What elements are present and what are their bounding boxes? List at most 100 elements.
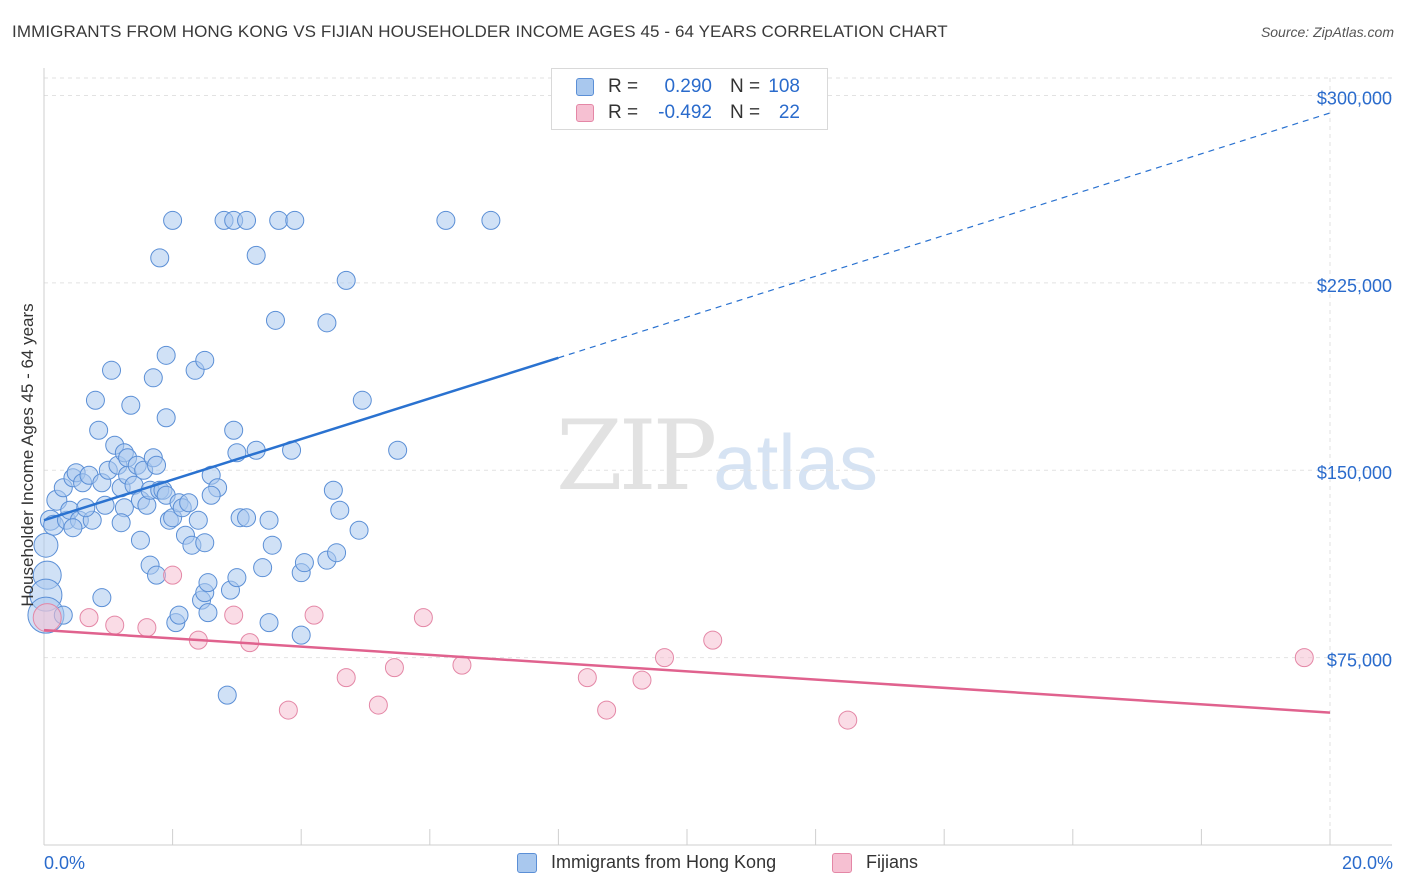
data-point-hong-kong: [130, 530, 150, 550]
data-point-fijians: [368, 695, 388, 715]
data-point-hong-kong: [150, 248, 170, 268]
data-point-hong-kong: [436, 210, 456, 230]
data-point-hong-kong: [253, 558, 273, 578]
watermark-zip: ZIP: [556, 400, 717, 512]
data-point-hong-kong: [388, 440, 408, 460]
data-point-hong-kong: [156, 408, 176, 428]
data-point-hong-kong: [169, 605, 189, 625]
data-point-fijians: [137, 618, 157, 638]
data-point-hong-kong: [217, 685, 237, 705]
data-point-hong-kong: [188, 510, 208, 530]
data-point-hong-kong: [92, 588, 112, 608]
data-point-fijians: [452, 655, 472, 675]
data-point-hong-kong: [265, 310, 285, 330]
data-point-hong-kong: [198, 573, 218, 593]
data-point-fijians: [336, 668, 356, 688]
data-point-hong-kong: [352, 390, 372, 410]
y-tick-label: $300,000: [1317, 88, 1392, 108]
stats-row-hong-kong: R = 0.290 N = 108: [576, 75, 800, 99]
trend-line-hong-kong-extension: [558, 112, 1331, 359]
y-tick-label: $150,000: [1317, 463, 1392, 483]
n-value: 108: [768, 76, 800, 97]
swatch-hong-kong: [576, 78, 594, 96]
data-point-hong-kong: [323, 480, 343, 500]
data-point-fijians: [79, 608, 99, 628]
data-point-hong-kong: [201, 485, 221, 505]
data-point-hong-kong: [147, 455, 167, 475]
data-point-hong-kong: [237, 508, 257, 528]
data-point-fijians: [838, 710, 858, 730]
r-value: 0.290: [664, 76, 712, 97]
data-point-fijians: [577, 668, 597, 688]
data-point-fijians: [224, 605, 244, 625]
data-point-hong-kong: [89, 420, 109, 440]
r-label: R =: [608, 76, 639, 97]
data-point-hong-kong: [330, 500, 350, 520]
chart-title: IMMIGRANTS FROM HONG KONG VS FIJIAN HOUS…: [12, 22, 948, 41]
data-point-hong-kong: [195, 533, 215, 553]
data-point-hong-kong: [224, 420, 244, 440]
data-point-fijians: [597, 700, 617, 720]
data-point-hong-kong: [147, 565, 167, 585]
data-point-hong-kong: [269, 210, 289, 230]
data-point-hong-kong: [246, 245, 266, 265]
data-point-hong-kong: [291, 625, 311, 645]
series-hong-kong: [27, 210, 501, 705]
data-point-hong-kong: [111, 513, 131, 533]
data-point-hong-kong: [259, 613, 279, 633]
x-tick-label: 20.0%: [1342, 853, 1393, 873]
data-point-fijians: [654, 648, 674, 668]
data-point-hong-kong: [336, 270, 356, 290]
data-point-fijians: [413, 608, 433, 628]
data-point-fijians: [163, 565, 183, 585]
data-point-hong-kong: [63, 518, 83, 538]
data-point-hong-kong: [262, 535, 282, 555]
stats-legend: R = 0.290 N = 108 R = -0.492 N = 22: [551, 68, 828, 130]
n-value: 22: [778, 102, 800, 123]
data-point-fijians: [32, 603, 62, 633]
data-point-hong-kong: [349, 520, 369, 540]
legend-item-fijians[interactable]: Fijians: [832, 852, 918, 873]
data-point-fijians: [105, 615, 125, 635]
data-point-hong-kong: [481, 210, 501, 230]
data-point-hong-kong: [121, 395, 141, 415]
series-legend: Immigrants from Hong Kong Fijians: [0, 852, 1406, 878]
watermark-atlas: atlas: [713, 418, 878, 506]
data-point-hong-kong: [198, 603, 218, 623]
legend-swatch-fijians: [832, 852, 852, 873]
trend-line-hong-kong: [43, 356, 559, 522]
n-label: N =: [730, 76, 761, 97]
data-point-fijians: [1294, 648, 1314, 668]
data-point-hong-kong: [259, 510, 279, 530]
data-point-fijians: [278, 700, 298, 720]
r-value: -0.492: [658, 102, 712, 123]
legend-label-fijians: Fijians: [866, 852, 919, 872]
data-point-hong-kong: [317, 313, 337, 333]
watermark: ZIPatlas: [556, 400, 878, 512]
trend-line-fijians: [43, 628, 1331, 714]
data-point-hong-kong: [285, 210, 305, 230]
data-point-hong-kong: [327, 543, 347, 563]
data-point-fijians: [632, 670, 652, 690]
data-point-hong-kong: [227, 568, 247, 588]
y-tick-label: $225,000: [1317, 276, 1392, 296]
axes: [43, 68, 1392, 846]
legend-swatch-hong-kong: [517, 852, 537, 873]
n-label: N =: [730, 102, 761, 123]
gridlines: [44, 77, 1392, 845]
x-tick-label: 0.0%: [44, 853, 85, 873]
data-point-hong-kong: [195, 350, 215, 370]
tick-labels: $75,000 $150,000 $225,000 $300,000 0.0% 20.0%…: [18, 88, 1393, 873]
data-point-fijians: [304, 605, 324, 625]
data-point-hong-kong: [33, 532, 59, 558]
data-point-hong-kong: [143, 368, 163, 388]
r-label: R =: [608, 102, 639, 123]
data-point-hong-kong: [85, 390, 105, 410]
y-axis-label: Householder Income Ages 45 - 64 years: [18, 303, 37, 606]
trend-lines: [43, 112, 1331, 714]
y-tick-label: $75,000: [1327, 651, 1392, 671]
data-point-hong-kong: [163, 210, 183, 230]
data-point-fijians: [703, 630, 723, 650]
legend-item-hong-kong[interactable]: Immigrants from Hong Kong: [517, 852, 776, 873]
